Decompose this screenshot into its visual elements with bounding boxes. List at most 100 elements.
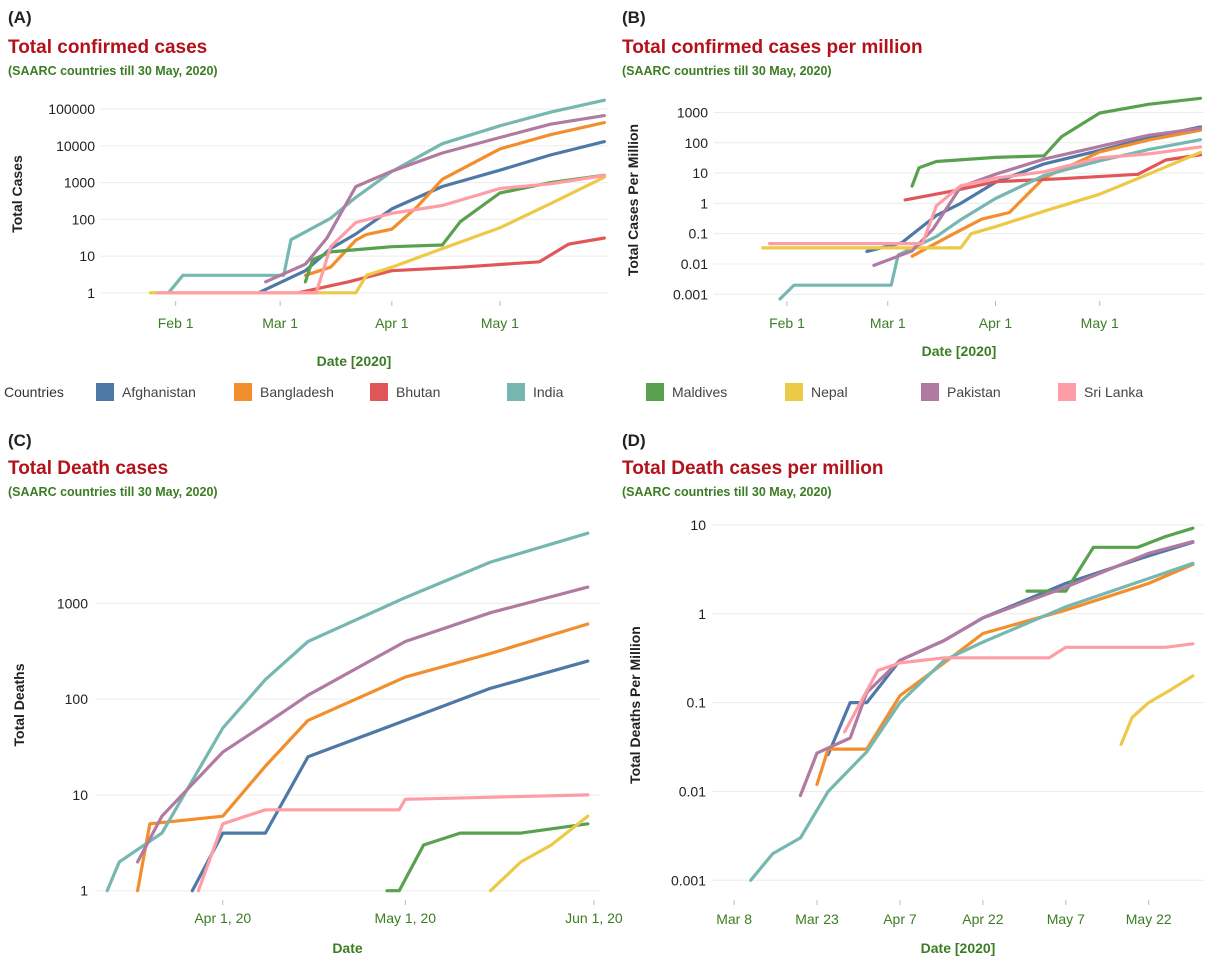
legend-swatch — [507, 383, 525, 401]
legend-label: Nepal — [811, 384, 848, 400]
panel-title: Total Death cases — [8, 458, 169, 479]
y-tick-label: 0.1 — [687, 695, 707, 711]
y-tick-label: 0.01 — [681, 256, 708, 272]
y-axis-label: Total Cases Per Million — [625, 124, 641, 276]
legend-swatch — [96, 383, 114, 401]
series-line-bangladesh — [303, 121, 606, 277]
x-tick-label: May 7 — [1047, 911, 1085, 927]
series-line-pakistan — [798, 540, 1195, 798]
series-line-bhutan — [296, 236, 606, 295]
y-axis-label: Total Deaths Per Million — [627, 626, 643, 784]
legend: Countries Afghanistan Bangladesh Bhutan Ind… — [0, 378, 1206, 408]
x-tick-label: Mar 8 — [716, 911, 752, 927]
x-tick-label: Apr 1, 20 — [194, 910, 251, 926]
legend-label: India — [533, 384, 564, 400]
legend-item: Pakistan — [921, 382, 1001, 402]
panel-label: (C) — [8, 431, 32, 450]
x-tick-label: Jun 1, 20 — [565, 910, 623, 926]
legend-swatch — [370, 383, 388, 401]
x-tick-label: Apr 7 — [883, 911, 917, 927]
series-line-sri-lanka — [156, 173, 606, 295]
panel-label: (D) — [622, 431, 646, 450]
y-tick-label: 10 — [690, 517, 706, 533]
panel-label: (A) — [8, 8, 32, 27]
y-tick-label: 1000 — [57, 595, 88, 611]
legend-swatch — [646, 383, 664, 401]
x-tick-label: May 1, 20 — [375, 910, 437, 926]
chart-panel-2: 1 10 100 1000 Apr 1, 20 May 1, 20 Jun 1, 20 Dat… — [11, 531, 623, 956]
x-axis-label: Date [2020] — [922, 343, 997, 359]
series-line-maldives — [910, 96, 1203, 188]
legend-label: Maldives — [672, 384, 728, 400]
y-tick-label: 100000 — [48, 101, 95, 117]
panel-subtitle: (SAARC countries till 30 May, 2020) — [622, 485, 832, 499]
x-tick-label: Mar 1 — [870, 315, 906, 331]
series-line-sri-lanka — [768, 145, 1203, 246]
y-tick-label: 0.001 — [671, 872, 706, 888]
series-line-sri-lanka — [843, 642, 1195, 734]
legend-item: Bhutan — [370, 382, 440, 402]
legend-label: Afghanistan — [122, 384, 196, 400]
chart-panel-0: 1 10 100 1000 10000 100000 Feb 1 Mar 1 Apr 1 May … — [9, 98, 608, 369]
series-line-india — [105, 531, 590, 893]
x-axis-label: Date [2020] — [317, 353, 392, 369]
legend-item: Nepal — [785, 382, 848, 402]
series-line-pakistan — [264, 114, 606, 284]
series-line-maldives — [1025, 526, 1195, 593]
legend-title: Countries — [4, 384, 64, 400]
y-tick-label: 100 — [685, 135, 709, 151]
panel-title: Total confirmed cases — [8, 37, 208, 58]
legend-swatch — [234, 383, 252, 401]
panel-label: (B) — [622, 8, 646, 27]
legend-label: Bangladesh — [260, 384, 334, 400]
y-tick-label: 1000 — [677, 104, 708, 120]
series-line-maldives — [385, 822, 590, 893]
panel-subtitle: (SAARC countries till 30 May, 2020) — [8, 64, 218, 78]
x-tick-label: Feb 1 — [158, 315, 194, 331]
legend-item: Sri Lanka — [1058, 382, 1143, 402]
x-tick-label: Apr 1 — [375, 315, 409, 331]
panel-subtitle: (SAARC countries till 30 May, 2020) — [622, 64, 832, 78]
panel-subtitle: (SAARC countries till 30 May, 2020) — [8, 485, 218, 499]
y-axis-label: Total Cases — [9, 155, 25, 233]
y-tick-label: 10 — [692, 165, 708, 181]
panel-title: Total Death cases per million — [622, 458, 884, 479]
x-tick-label: Feb 1 — [769, 315, 805, 331]
x-tick-label: Mar 23 — [795, 911, 839, 927]
y-tick-label: 1 — [80, 883, 88, 899]
legend-item: Bangladesh — [234, 382, 334, 402]
x-tick-label: Apr 1 — [979, 315, 1013, 331]
y-tick-label: 10000 — [56, 138, 95, 154]
legend-item: India — [507, 382, 563, 402]
series-line-bangladesh — [136, 622, 590, 893]
series-line-nepal — [488, 814, 590, 893]
series-line-bangladesh — [815, 562, 1195, 786]
y-tick-label: 0.1 — [689, 226, 709, 242]
series-line-sri-lanka — [196, 793, 590, 893]
series-line-nepal — [761, 150, 1203, 250]
y-tick-label: 0.001 — [673, 286, 708, 302]
y-tick-label: 10 — [79, 248, 95, 264]
chart-panel-1: 0.001 0.01 0.1 1 10 100 1000 Feb 1 Mar 1 Apr 1 May… — [625, 96, 1204, 359]
series-line-india — [166, 98, 606, 295]
legend-swatch — [1058, 383, 1076, 401]
series-line-afghanistan — [256, 140, 606, 295]
series-line-india — [778, 138, 1203, 301]
x-tick-label: Mar 1 — [262, 315, 298, 331]
legend-item: Maldives — [646, 382, 727, 402]
y-tick-label: 0.01 — [679, 783, 706, 799]
series-line-nepal — [148, 175, 606, 295]
panel-title: Total confirmed cases per million — [622, 37, 923, 58]
x-axis-label: Date — [332, 940, 363, 956]
legend-swatch — [921, 383, 939, 401]
y-tick-label: 1 — [698, 606, 706, 622]
legend-swatch — [785, 383, 803, 401]
y-tick-label: 100 — [65, 691, 89, 707]
legend-label: Bhutan — [396, 384, 441, 400]
y-tick-label: 100 — [72, 211, 96, 227]
y-axis-label: Total Deaths — [11, 663, 27, 746]
chart-panel-3: 0.001 0.01 0.1 1 10 Mar 8 Mar 23 Apr 7 Apr 22 May… — [627, 517, 1204, 956]
x-tick-label: May 1 — [481, 315, 519, 331]
series-line-bangladesh — [910, 128, 1203, 258]
